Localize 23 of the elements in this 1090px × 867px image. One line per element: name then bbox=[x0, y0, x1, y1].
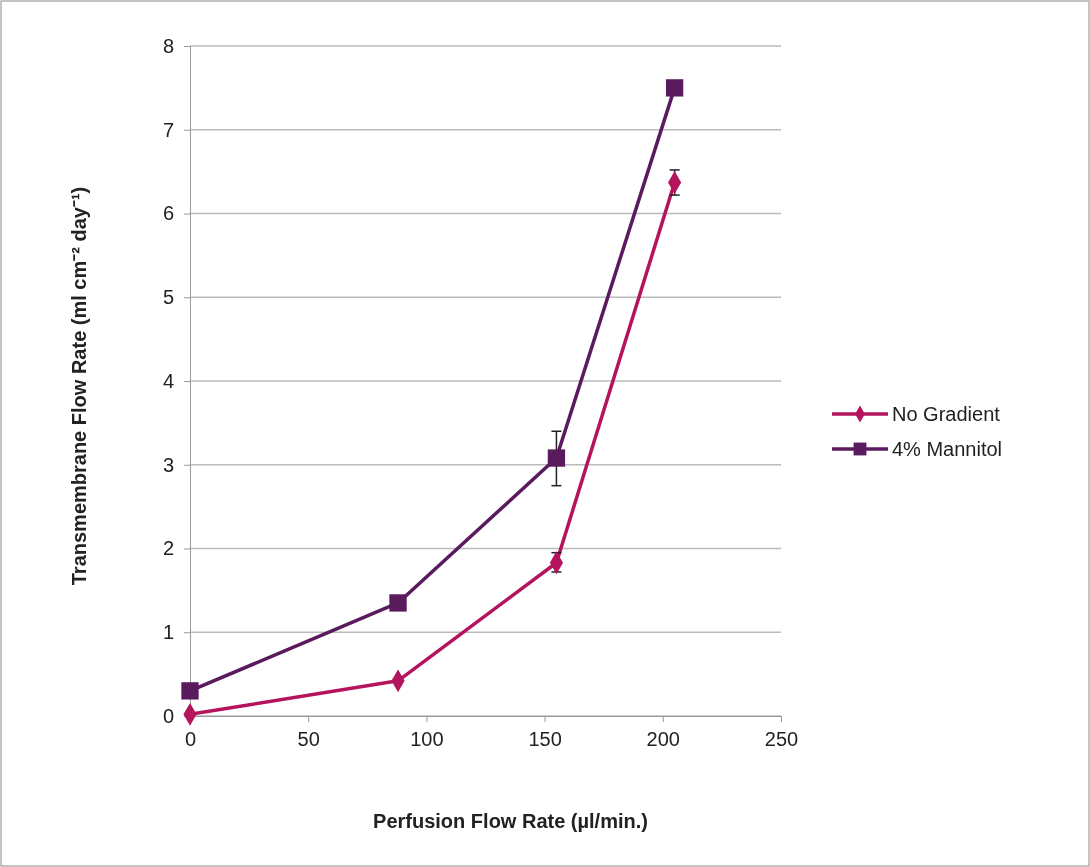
point bbox=[547, 449, 566, 467]
x-tick-label: 150 bbox=[528, 728, 562, 751]
y-tick-label: 5 bbox=[162, 286, 174, 309]
x-tick-label: 0 bbox=[184, 728, 197, 751]
x-axis-title: Perfusion Flow Rate (µl/min.) bbox=[373, 810, 648, 832]
legend-label: 4% Mannitol bbox=[892, 438, 1003, 460]
y-tick-label: 8 bbox=[162, 34, 174, 57]
y-tick-label: 6 bbox=[162, 202, 174, 225]
y-tick-label: 2 bbox=[162, 537, 174, 560]
y-axis-title: Transmembrane Flow Rate (ml cm⁻² day⁻¹) bbox=[68, 186, 90, 586]
y-tick-label: 1 bbox=[162, 621, 174, 644]
point bbox=[389, 594, 407, 612]
y-tick-label: 7 bbox=[162, 118, 174, 141]
x-tick-label: 50 bbox=[297, 728, 320, 751]
x-tick-label: 200 bbox=[646, 728, 680, 751]
y-tick-label: 3 bbox=[162, 453, 174, 476]
legend-label: No Gradient bbox=[892, 403, 1001, 425]
y-tick-label: 0 bbox=[162, 704, 174, 727]
point bbox=[181, 682, 199, 700]
y-tick-label: 4 bbox=[162, 369, 174, 392]
x-tick-label: 100 bbox=[410, 728, 444, 751]
point bbox=[665, 79, 684, 97]
x-tick-label: 250 bbox=[764, 728, 799, 751]
